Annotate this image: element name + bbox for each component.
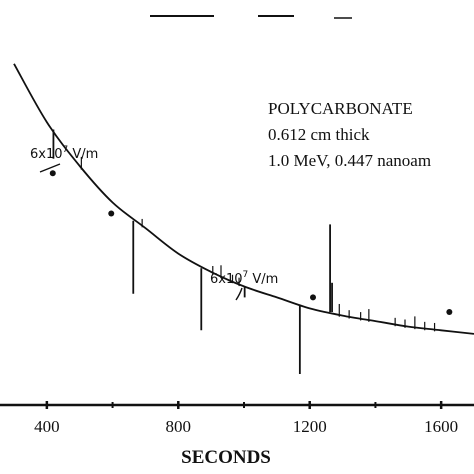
annotation-1-exponent: 7 [63,145,69,155]
annotation-2-unit: V/m [248,272,278,287]
svg-text:6x107 V/m: 6x107 V/m [30,145,98,162]
x-tick-label: 1600 [424,417,458,436]
annotation-2-base: 6x10 [210,272,243,287]
info-line-beam: 1.0 MeV, 0.447 nanoam [268,151,431,170]
data-point [108,210,115,217]
x-tick-label: 400 [34,417,60,436]
annotation-field-2: 6x107 V/m [210,270,278,301]
annotation-2-exponent: 7 [243,270,249,280]
data-point-group [49,170,453,315]
x-tick-label-group: 400 800 1200 1600 [34,417,458,436]
info-line-thickness: 0.612 cm thick [268,125,370,144]
data-point [446,309,453,315]
discharge-spike-group [52,129,436,375]
info-block: POLYCARBONATE 0.612 cm thick 1.0 MeV, 0.… [268,99,431,170]
info-line-material: POLYCARBONATE [268,99,413,118]
x-tick-label: 1200 [293,417,327,436]
data-point [310,294,316,301]
annotation-1-unit: V/m [68,147,98,162]
x-tick-label: 800 [166,417,192,436]
annotation-1-base: 6x10 [30,147,63,162]
x-tick-group [45,401,443,409]
svg-text:6x107 V/m: 6x107 V/m [210,270,278,287]
annotation-2-leader [235,287,243,301]
annotation-field-1: 6x107 V/m [30,145,98,173]
annotation-1-leader [39,163,61,173]
decay-curve [13,63,474,335]
data-point [49,170,56,177]
x-axis-label: SECONDS [181,447,271,468]
